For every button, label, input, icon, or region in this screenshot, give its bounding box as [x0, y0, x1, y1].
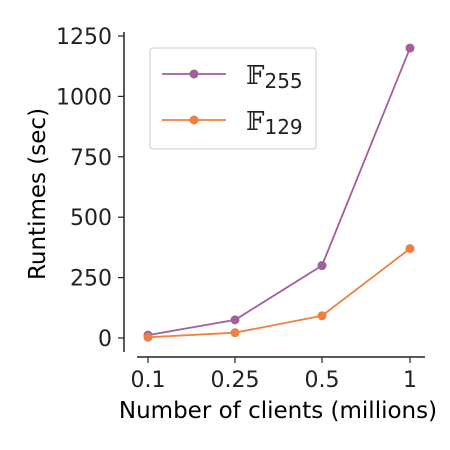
legend-subscript-f129: 129	[264, 115, 302, 139]
data-point-255	[230, 315, 240, 325]
y-ticks: 0 250 500 750 1000 1250	[56, 25, 124, 352]
x-axis-label: Number of clients (millions)	[119, 398, 437, 424]
x-tick-label: 0.1	[131, 368, 166, 393]
x-tick-label: 1	[403, 368, 417, 393]
series-layer	[143, 43, 415, 342]
legend: 𝔽255 𝔽129	[149, 47, 317, 150]
data-point-255	[317, 261, 327, 271]
y-tick-label: 750	[70, 146, 112, 171]
legend-label-f129: 𝔽129	[246, 107, 303, 139]
series-line-255	[147, 47, 411, 336]
y-axis-label: Runtimes (sec)	[25, 108, 51, 280]
data-point-129	[317, 311, 327, 321]
y-tick-label: 1250	[56, 25, 112, 50]
x-tick-label: 0.5	[305, 368, 340, 393]
data-point-129	[230, 328, 240, 338]
y-tick-label: 0	[98, 327, 112, 352]
data-point-255	[405, 43, 415, 53]
x-ticks: 0.1 0.25 0.5 1	[131, 357, 417, 393]
y-tick-label: 1000	[56, 85, 112, 110]
legend-symbol-f129: 𝔽	[246, 107, 265, 137]
legend-symbol-f255: 𝔽	[246, 61, 265, 91]
legend-marker-f129	[189, 115, 199, 125]
y-tick-label: 500	[70, 206, 112, 231]
legend-marker-f255	[189, 69, 199, 79]
data-point-129	[405, 244, 415, 254]
x-tick-label: 0.25	[211, 368, 260, 393]
data-point-129	[143, 332, 153, 342]
legend-subscript-f255: 255	[264, 69, 302, 93]
y-tick-label: 250	[70, 267, 112, 292]
series-line-129	[147, 247, 411, 339]
legend-label-f255: 𝔽255	[246, 61, 303, 93]
